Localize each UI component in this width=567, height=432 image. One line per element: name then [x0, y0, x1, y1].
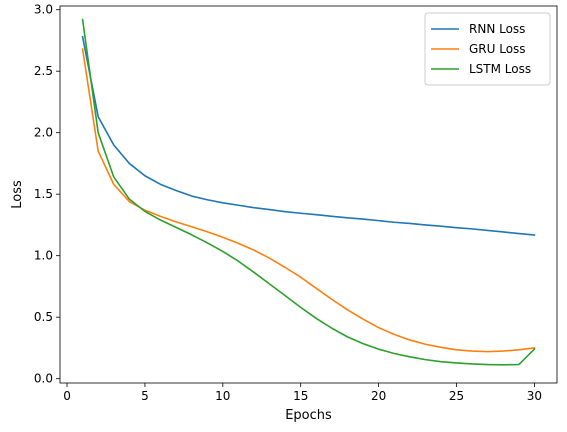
x-axis-ticks: 0 5 10 15 20 25 30	[63, 383, 542, 403]
y-tick-label: 0.0	[34, 372, 53, 386]
y-tick-label: 3.0	[34, 3, 53, 17]
x-tick-label: 0	[63, 389, 71, 403]
legend-label-gru-loss: GRU Loss	[469, 42, 526, 56]
series-line-gru-loss	[81, 48, 536, 353]
series-line-lstm-loss	[81, 18, 536, 366]
x-tick-label: 10	[215, 389, 230, 403]
x-axis-label: Epochs	[285, 408, 332, 423]
legend: RNN Loss GRU Loss LSTM Loss	[424, 12, 551, 86]
y-tick-label: 1.5	[34, 187, 53, 201]
legend-label-rnn-loss: RNN Loss	[469, 22, 525, 36]
legend-box	[424, 12, 551, 86]
legend-label-lstm-loss: LSTM Loss	[469, 62, 531, 76]
y-tick-label: 2.0	[34, 126, 53, 140]
y-tick-label: 1.0	[34, 249, 53, 263]
x-tick-label: 15	[293, 389, 308, 403]
x-tick-label: 30	[527, 389, 542, 403]
y-axis-ticks: 0.0 0.5 1.0 1.5 2.0 2.5 3.0	[34, 3, 60, 386]
x-tick-label: 20	[371, 389, 386, 403]
y-axis-label: Loss	[10, 180, 25, 209]
y-tick-label: 0.5	[34, 310, 53, 324]
series-lines	[81, 18, 536, 366]
x-tick-label: 25	[449, 389, 464, 403]
y-tick-label: 2.5	[34, 64, 53, 78]
series-line-rnn-loss	[81, 35, 536, 236]
x-tick-label: 5	[141, 389, 149, 403]
